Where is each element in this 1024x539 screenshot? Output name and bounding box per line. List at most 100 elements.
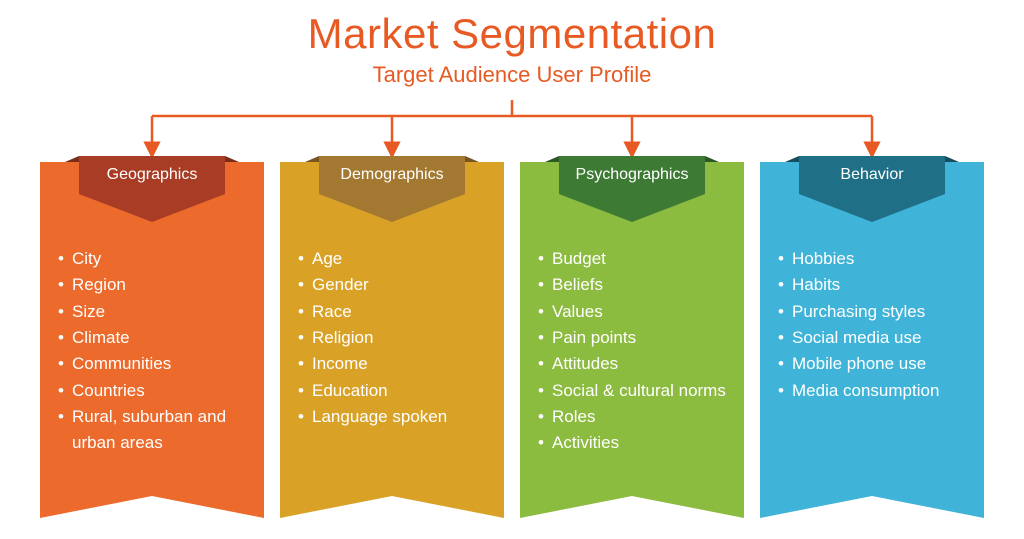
bullet-icon: • <box>538 351 552 377</box>
tab-fold-right <box>705 156 719 162</box>
bullet-icon: • <box>778 325 792 351</box>
bullet-icon: • <box>58 404 72 457</box>
segment-label: Demographics <box>319 156 465 194</box>
bullet-icon: • <box>298 378 312 404</box>
list-item: •Pain points <box>538 325 730 351</box>
item-text: Communities <box>72 351 171 377</box>
list-item: •Region <box>58 272 250 298</box>
item-text: City <box>72 246 101 272</box>
tab-fold-right <box>945 156 959 162</box>
list-item: •Gender <box>298 272 490 298</box>
item-text: Size <box>72 299 105 325</box>
item-text: Age <box>312 246 342 272</box>
bullet-icon: • <box>778 299 792 325</box>
segment-banner: Psychographics•Budget•Beliefs•Values•Pai… <box>520 162 744 490</box>
list-item: •Hobbies <box>778 246 970 272</box>
item-text: Media consumption <box>792 378 939 404</box>
notch-shape <box>760 490 984 518</box>
bullet-icon: • <box>58 378 72 404</box>
tab-fold-left <box>545 156 559 162</box>
item-text: Social & cultural norms <box>552 378 726 404</box>
notch-shape <box>40 490 264 518</box>
tab-fold-left <box>785 156 799 162</box>
banner-notch <box>520 490 744 518</box>
item-text: Purchasing styles <box>792 299 925 325</box>
list-item: •Beliefs <box>538 272 730 298</box>
item-list: •Age•Gender•Race•Religion•Income•Educati… <box>298 246 490 430</box>
bullet-icon: • <box>298 351 312 377</box>
subtitle: Target Audience User Profile <box>0 62 1024 88</box>
list-item: •Social & cultural norms <box>538 378 730 404</box>
item-text: Habits <box>792 272 840 298</box>
notch-shape <box>520 490 744 518</box>
item-text: Attitudes <box>552 351 618 377</box>
item-text: Mobile phone use <box>792 351 926 377</box>
item-text: Region <box>72 272 126 298</box>
list-item: •Media consumption <box>778 378 970 404</box>
bullet-icon: • <box>538 404 552 430</box>
segment-tab: Geographics <box>79 156 225 222</box>
list-item: •Rural, suburban and urban areas <box>58 404 250 457</box>
list-item: •Roles <box>538 404 730 430</box>
bullet-icon: • <box>538 325 552 351</box>
list-item: •Activities <box>538 430 730 456</box>
bullet-icon: • <box>298 404 312 430</box>
segment-label: Behavior <box>799 156 945 194</box>
segment-tab: Psychographics <box>559 156 705 222</box>
tab-fold-right <box>465 156 479 162</box>
list-item: •Race <box>298 299 490 325</box>
list-item: •Climate <box>58 325 250 351</box>
segment-tab: Behavior <box>799 156 945 222</box>
bullet-icon: • <box>58 325 72 351</box>
item-text: Language spoken <box>312 404 447 430</box>
bullet-icon: • <box>778 272 792 298</box>
item-text: Climate <box>72 325 130 351</box>
list-item: •Attitudes <box>538 351 730 377</box>
item-text: Pain points <box>552 325 636 351</box>
tab-point <box>79 194 225 222</box>
item-text: Hobbies <box>792 246 854 272</box>
bullet-icon: • <box>58 351 72 377</box>
item-text: Gender <box>312 272 369 298</box>
list-item: •Education <box>298 378 490 404</box>
banner-notch <box>280 490 504 518</box>
item-text: Beliefs <box>552 272 603 298</box>
list-item: •Size <box>58 299 250 325</box>
segment-label: Geographics <box>79 156 225 194</box>
item-text: Religion <box>312 325 373 351</box>
list-item: •Income <box>298 351 490 377</box>
bullet-icon: • <box>778 246 792 272</box>
item-text: Activities <box>552 430 619 456</box>
list-item: •Purchasing styles <box>778 299 970 325</box>
list-item: •City <box>58 246 250 272</box>
banner-notch <box>40 490 264 518</box>
tab-point <box>559 194 705 222</box>
segment-banner: Geographics•City•Region•Size•Climate•Com… <box>40 162 264 490</box>
segment-label: Psychographics <box>559 156 705 194</box>
bullet-icon: • <box>538 299 552 325</box>
item-text: Countries <box>72 378 145 404</box>
bullet-icon: • <box>538 272 552 298</box>
list-item: •Social media use <box>778 325 970 351</box>
item-list: •Hobbies•Habits•Purchasing styles•Social… <box>778 246 970 404</box>
list-item: •Values <box>538 299 730 325</box>
bullet-icon: • <box>298 272 312 298</box>
notch-shape <box>280 490 504 518</box>
segment-banner: Behavior•Hobbies•Habits•Purchasing style… <box>760 162 984 490</box>
banner-notch <box>760 490 984 518</box>
bullet-icon: • <box>778 378 792 404</box>
item-list: •City•Region•Size•Climate•Communities•Co… <box>58 246 250 457</box>
bullet-icon: • <box>58 299 72 325</box>
list-item: •Habits <box>778 272 970 298</box>
tab-point <box>799 194 945 222</box>
bullet-icon: • <box>298 246 312 272</box>
list-item: •Language spoken <box>298 404 490 430</box>
tab-point <box>319 194 465 222</box>
item-list: •Budget•Beliefs•Values•Pain points•Attit… <box>538 246 730 457</box>
item-text: Rural, suburban and urban areas <box>72 404 250 457</box>
bullet-icon: • <box>538 378 552 404</box>
tab-fold-left <box>65 156 79 162</box>
item-text: Budget <box>552 246 606 272</box>
item-text: Roles <box>552 404 595 430</box>
segment-banner: Demographics•Age•Gender•Race•Religion•In… <box>280 162 504 490</box>
